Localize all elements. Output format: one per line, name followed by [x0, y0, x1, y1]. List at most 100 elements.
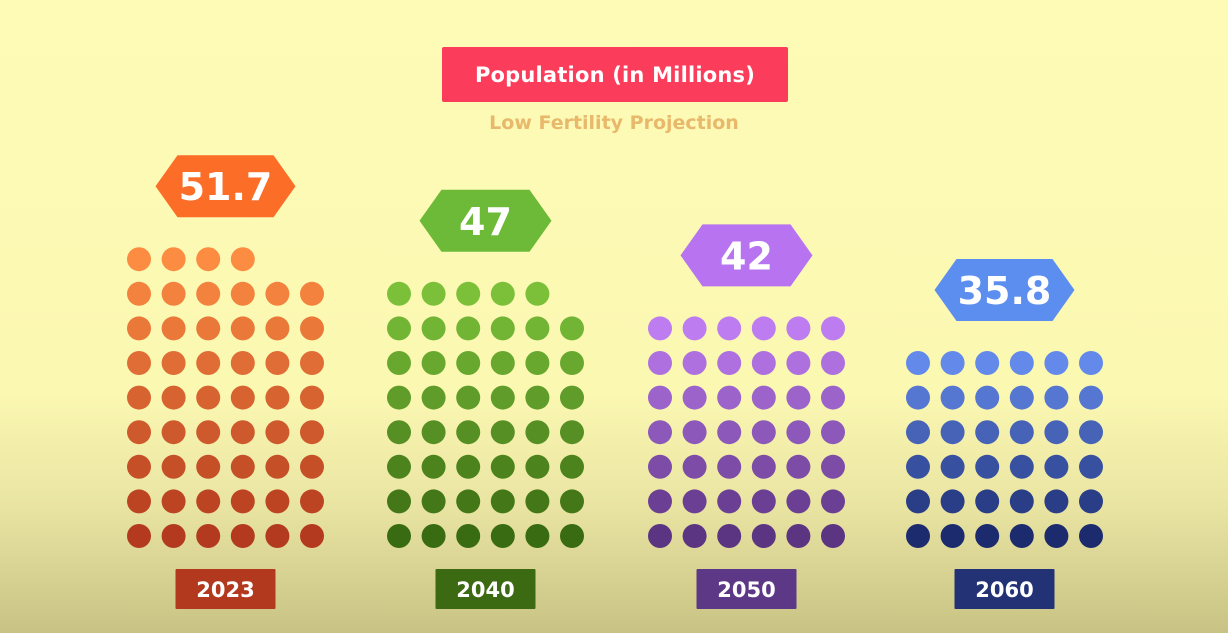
value-badge-2040: [419, 189, 552, 252]
population-dot: [560, 454, 584, 479]
population-dot: [230, 281, 255, 306]
year-box-2060: [954, 569, 1055, 609]
population-dot: [717, 351, 742, 375]
population-dot: [300, 385, 324, 410]
population-dot: [490, 316, 515, 341]
population-dot: [648, 454, 672, 479]
population-dot: [821, 316, 845, 341]
value-badge-2050: [680, 224, 813, 287]
population-dot: [421, 316, 446, 341]
chart-title: Population (in Millions): [474, 62, 756, 87]
year-label-2060: 2060: [975, 578, 1033, 602]
population-dot: [230, 524, 255, 548]
population-dot: [1044, 351, 1069, 375]
value-label-2050: 42: [720, 234, 773, 278]
population-dot: [1044, 385, 1069, 410]
population-dot: [265, 351, 290, 375]
population-dot: [387, 351, 411, 375]
population-dot: [196, 454, 221, 479]
population-dot: [1079, 454, 1103, 479]
population-dot: [127, 385, 151, 410]
population-dot: [525, 524, 550, 548]
population-dot: [940, 351, 965, 375]
population-dot: [717, 316, 742, 341]
population-dot: [387, 524, 411, 548]
population-dot: [421, 524, 446, 548]
population-dot: [265, 316, 290, 341]
population-dot: [682, 385, 707, 410]
chart-subtitle: Low Fertility Projection: [489, 112, 739, 134]
population-dot: [127, 351, 151, 375]
population-dot: [786, 351, 811, 375]
population-dot: [717, 385, 742, 410]
population-dot: [525, 316, 550, 341]
population-dot: [161, 247, 186, 272]
population-dot: [648, 316, 672, 341]
population-dot: [1044, 420, 1069, 445]
population-dot: [300, 420, 324, 445]
population-dot: [161, 454, 186, 479]
population-dot: [490, 489, 515, 514]
population-dot: [490, 524, 515, 548]
population-dot: [786, 385, 811, 410]
population-dot: [230, 454, 255, 479]
population-dot: [975, 454, 1000, 479]
population-dot: [127, 454, 151, 479]
population-dot: [906, 351, 930, 375]
population-dot: [265, 281, 290, 306]
population-dot: [196, 524, 221, 548]
population-dot: [906, 420, 930, 445]
population-dot: [161, 281, 186, 306]
population-dot: [906, 385, 930, 410]
year-box-2023: [175, 569, 276, 609]
population-dot: [940, 524, 965, 548]
population-dot: [161, 351, 186, 375]
population-dot: [196, 385, 221, 410]
population-dot: [456, 385, 481, 410]
population-dot: [717, 420, 742, 445]
population-dot: [682, 489, 707, 514]
population-dot: [421, 489, 446, 514]
population-dot: [421, 454, 446, 479]
population-dot: [490, 351, 515, 375]
population-dot: [161, 420, 186, 445]
population-dot: [821, 351, 845, 375]
population-dot: [161, 489, 186, 514]
value-badge-2060: [934, 259, 1075, 321]
population-dot: [387, 385, 411, 410]
value-label-2040: 47: [459, 200, 512, 244]
chart-title-box: Population (in Millions): [442, 47, 788, 102]
population-dot: [300, 489, 324, 514]
population-dot: [821, 489, 845, 514]
population-dot: [560, 524, 584, 548]
population-dot: [230, 247, 255, 272]
population-dot: [490, 454, 515, 479]
population-dot: [560, 420, 584, 445]
population-dot: [127, 420, 151, 445]
population-dot: [1079, 385, 1103, 410]
population-dot: [265, 489, 290, 514]
population-dot: [1044, 454, 1069, 479]
population-dot: [786, 489, 811, 514]
population-dot: [751, 420, 776, 445]
population-dot: [940, 489, 965, 514]
population-dot: [821, 420, 845, 445]
population-dot: [421, 420, 446, 445]
population-dot: [786, 454, 811, 479]
population-dot: [387, 454, 411, 479]
population-dot: [387, 420, 411, 445]
population-dot: [196, 281, 221, 306]
value-label-2060: 35.8: [958, 269, 1052, 313]
population-dot: [1044, 524, 1069, 548]
population-dot: [525, 281, 550, 306]
population-dot: [751, 454, 776, 479]
population-dot: [127, 316, 151, 341]
population-dot: [560, 351, 584, 375]
population-dot: [230, 351, 255, 375]
population-dot: [300, 524, 324, 548]
population-dot: [300, 454, 324, 479]
population-dot: [300, 281, 324, 306]
population-dot: [821, 524, 845, 548]
population-dot: [1044, 489, 1069, 514]
